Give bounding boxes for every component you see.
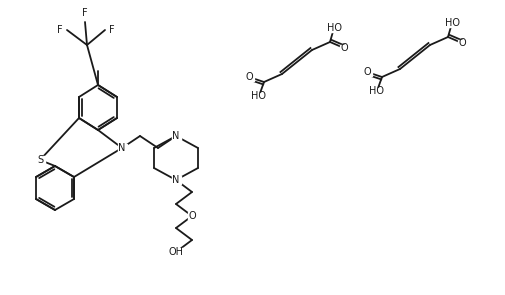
- Bar: [118, 144, 126, 152]
- Text: O: O: [245, 72, 253, 82]
- Text: F: F: [58, 25, 63, 35]
- Bar: [339, 45, 348, 52]
- Bar: [327, 24, 341, 32]
- Text: O: O: [458, 38, 466, 48]
- Text: O: O: [340, 43, 348, 53]
- Text: N: N: [172, 175, 180, 185]
- Text: HO: HO: [327, 23, 341, 33]
- Text: F: F: [82, 8, 88, 18]
- Text: HO: HO: [370, 86, 384, 96]
- Bar: [445, 19, 459, 27]
- Bar: [172, 176, 180, 184]
- Bar: [252, 93, 266, 99]
- Text: HO: HO: [444, 18, 460, 28]
- Text: N: N: [172, 131, 180, 141]
- Bar: [169, 248, 183, 256]
- Text: O: O: [363, 67, 371, 77]
- Text: S: S: [37, 155, 43, 165]
- Bar: [35, 156, 44, 164]
- Bar: [172, 132, 180, 140]
- Bar: [370, 88, 384, 94]
- Text: F: F: [109, 25, 115, 35]
- Bar: [363, 68, 372, 76]
- Bar: [244, 73, 254, 81]
- Bar: [458, 40, 467, 47]
- Text: HO: HO: [251, 91, 267, 101]
- Text: O: O: [188, 211, 196, 221]
- Bar: [187, 212, 196, 220]
- Text: N: N: [118, 143, 126, 153]
- Text: OH: OH: [169, 247, 183, 257]
